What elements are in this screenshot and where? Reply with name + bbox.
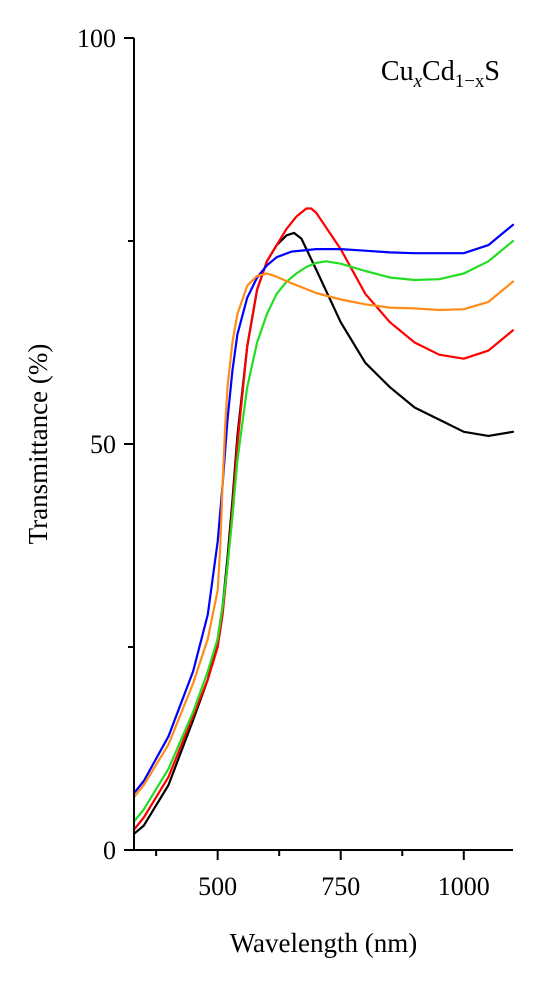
x-tick-label: 500 xyxy=(198,872,237,901)
annotation-s: S xyxy=(484,56,500,87)
tick-layer: 500 750 1000 0 50 100 xyxy=(77,24,490,901)
series-line-3 xyxy=(132,239,515,823)
annotation-sub-1-x: 1−x xyxy=(455,71,485,92)
x-axis-title: Wavelength (nm) xyxy=(230,928,418,958)
y-tick-label: 0 xyxy=(103,836,116,865)
annotation-sub-x: x xyxy=(413,71,423,92)
series-line-5 xyxy=(132,272,515,799)
series-line-4 xyxy=(132,223,515,795)
series-line-2 xyxy=(132,207,515,831)
series-layer xyxy=(132,207,515,835)
compound-annotation: CuxCd1−xS xyxy=(381,56,500,92)
y-tick-label: 100 xyxy=(77,24,116,53)
x-tick-label: 750 xyxy=(321,872,360,901)
annotation-cu: Cu xyxy=(381,56,414,87)
y-axis-title: Transmittance (%) xyxy=(23,344,53,545)
y-tick-label: 50 xyxy=(90,430,116,459)
series-line-1 xyxy=(132,231,515,835)
annotation-cd: Cd xyxy=(422,56,455,87)
x-tick-label: 1000 xyxy=(438,872,490,901)
